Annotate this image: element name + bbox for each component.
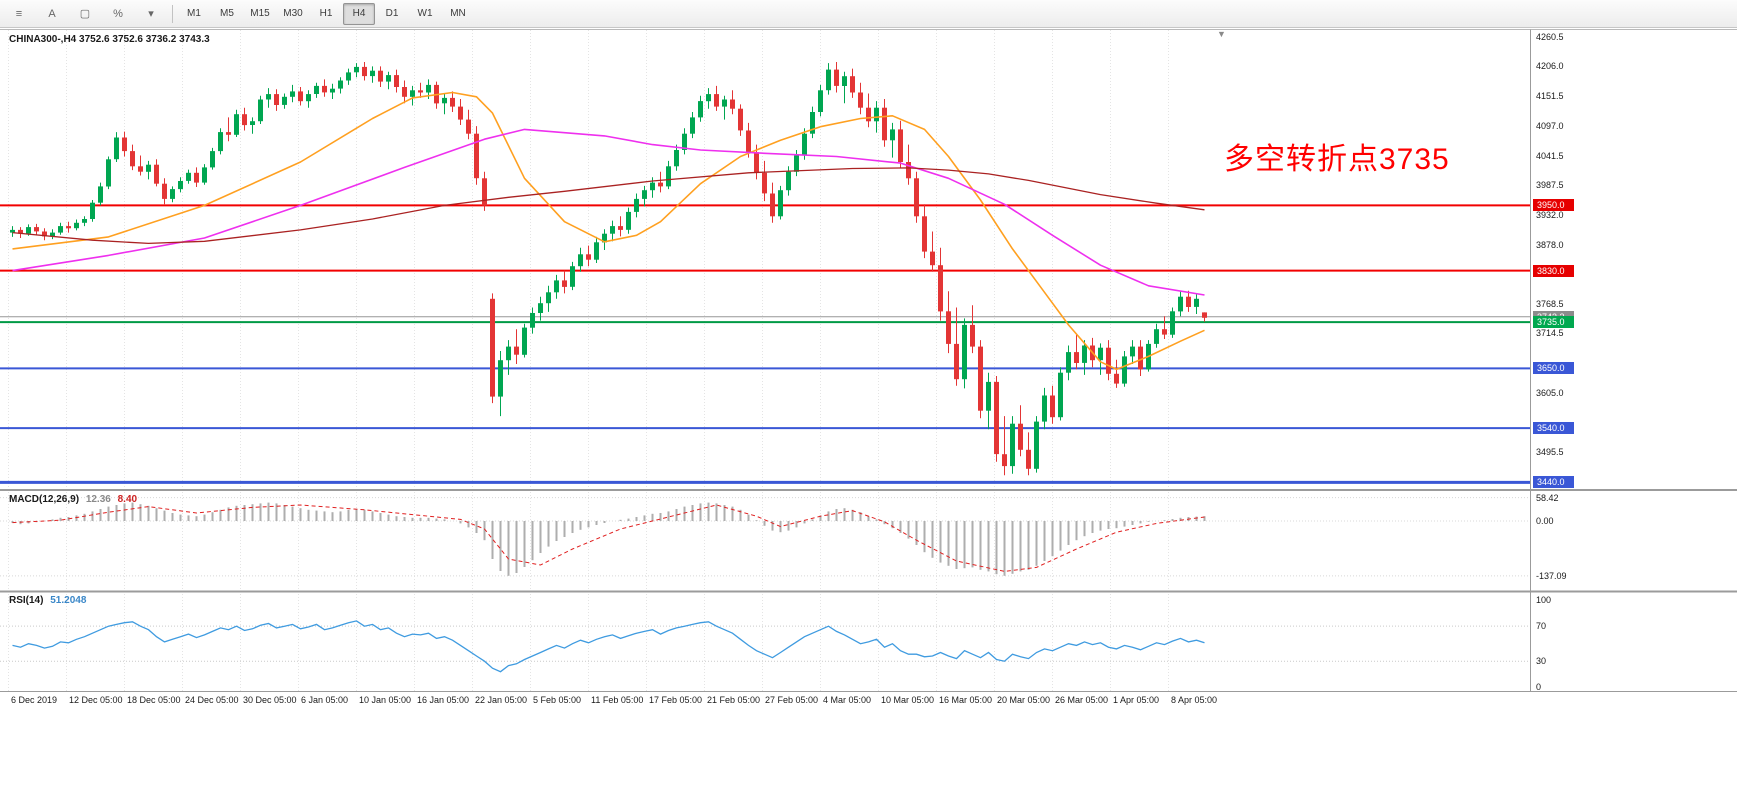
time-axis-label: 21 Feb 05:00: [707, 695, 761, 705]
timeframe-button-m5[interactable]: M5: [220, 8, 234, 19]
time-axis-label: 16 Jan 05:00: [417, 695, 470, 705]
time-axis-label: 6 Dec 2019: [11, 695, 58, 705]
macd-axis-label: 58.42: [1536, 493, 1559, 503]
time-axis-label: 30 Dec 05:00: [243, 695, 297, 705]
macd-name: MACD(12,26,9): [9, 494, 80, 505]
macd-axis-label: -137.09: [1536, 571, 1567, 581]
toolbar-separator: [172, 4, 173, 23]
timeframe-button-m30[interactable]: M30: [283, 8, 303, 19]
time-axis-label: 24 Dec 05:00: [185, 695, 239, 705]
time-axis-label: 10 Jan 05:00: [359, 695, 412, 705]
timeframe-button-mn[interactable]: MN: [450, 8, 466, 19]
timeframe-button-h4[interactable]: H4: [343, 2, 375, 25]
price-axis-label: 3605.0: [1536, 388, 1564, 398]
macd-label: MACD(12,26,9) 12.36 8.40: [9, 494, 137, 505]
time-axis-label: 6 Jan 05:00: [301, 695, 349, 705]
time-axis-label: 16 Mar 05:00: [939, 695, 993, 705]
price-badge: 3735.0: [1533, 316, 1574, 328]
rsi-axis-label: 0: [1536, 682, 1542, 692]
chart-shift-marker-icon[interactable]: ▼: [1217, 29, 1226, 39]
time-axis-label: 12 Dec 05:00: [69, 695, 123, 705]
rsi-name: RSI(14): [9, 595, 44, 606]
price-axis-label: 4260.5: [1536, 32, 1564, 42]
time-axis-label: 8 Apr 05:00: [1171, 695, 1218, 705]
rsi-axis-label: 100: [1536, 595, 1552, 605]
macd-main-value: 12.36: [85, 494, 111, 505]
text-a-tool-icon[interactable]: A: [48, 7, 56, 20]
text-frame-tool-icon[interactable]: ▢: [79, 8, 91, 20]
time-axis[interactable]: 6 Dec 2019 12 Dec 05:00 18 Dec 05:00 24 Dec…: [0, 692, 1737, 714]
rsi-axis-label: 70: [1536, 621, 1547, 631]
ma-fast-orange: [12, 91, 1205, 371]
price-axis-label: 4097.0: [1536, 121, 1564, 131]
price-axis[interactable]: 4260.5 4206.0 4151.5 4097.0 4041.5 3987.5 3932…: [1530, 28, 1737, 692]
annotation-text: 多空转折点3735: [1224, 143, 1450, 176]
price-axis-label: 3932.0: [1536, 210, 1564, 220]
time-axis-label: 26 Mar 05:00: [1055, 695, 1109, 705]
time-axis-label: 20 Mar 05:00: [997, 695, 1051, 705]
percent-tool-icon[interactable]: %: [113, 7, 123, 20]
timeframe-buttons: M1 M5 M15 M30 H1 H4 D1 W1 MN: [178, 2, 474, 25]
price-axis-label: 4041.5: [1536, 151, 1564, 161]
time-axis-label: 17 Feb 05:00: [649, 695, 703, 705]
macd-axis-label: 0.00: [1536, 516, 1554, 526]
time-axis-label: 11 Feb 05:00: [591, 695, 644, 705]
timeframe-button-m1[interactable]: M1: [187, 8, 201, 19]
time-axis-label: 1 Apr 05:00: [1113, 695, 1160, 705]
time-axis-label: 18 Dec 05:00: [127, 695, 181, 705]
toolbar-icons: ≡ A ▢% ▾: [3, 3, 167, 25]
rsi-value: 51.2048: [50, 595, 87, 606]
price-axis-label: 4206.0: [1536, 61, 1564, 71]
timeframe-button-d1[interactable]: D1: [385, 8, 399, 19]
dropdown-arrow-icon[interactable]: ▾: [148, 8, 154, 20]
price-badge: 3440.0: [1533, 476, 1574, 488]
rsi-label: RSI(14) 51.2048: [9, 595, 86, 606]
ma-mid-magenta: [12, 128, 1205, 296]
toolbar-grip-icon[interactable]: ≡: [15, 7, 23, 20]
time-axis-label: 10 Mar 05:00: [881, 695, 935, 705]
toolbar: ≡ A ▢% ▾ M1 M5 M15 M30 H1 H4 D1 W1 MN: [0, 0, 1737, 28]
time-axis-label: 4 Mar 05:00: [823, 695, 872, 705]
macd-signal-value: 8.40: [117, 494, 138, 505]
timeframe-button-m15[interactable]: M15: [250, 8, 270, 19]
price-axis-label: 3495.5: [1536, 447, 1564, 457]
price-axis-label: 3768.5: [1536, 299, 1564, 309]
price-axis-label: 3714.5: [1536, 328, 1564, 338]
price-badge: 3540.0: [1533, 422, 1574, 434]
timeframe-button-h1[interactable]: H1: [319, 8, 333, 19]
price-axis-label: 3878.0: [1536, 240, 1564, 250]
price-badge: 3650.0: [1533, 362, 1574, 374]
time-axis-label: 27 Feb 05:00: [765, 695, 819, 705]
ma-slow-darkred: [12, 167, 1205, 245]
price-badge: 3950.0: [1533, 199, 1574, 211]
rsi-axis-label: 30: [1536, 656, 1547, 666]
chart-title: CHINA300-,H4 3752.6 3752.6 3736.2 3743.3: [9, 34, 210, 45]
price-badge: 3830.0: [1533, 265, 1574, 277]
price-axis-label: 4151.5: [1536, 91, 1564, 101]
time-axis-label: 5 Feb 05:00: [533, 695, 582, 705]
price-axis-label: 3987.5: [1536, 180, 1564, 190]
time-axis-label: 22 Jan 05:00: [475, 695, 528, 705]
timeframe-button-w1[interactable]: W1: [417, 8, 433, 19]
